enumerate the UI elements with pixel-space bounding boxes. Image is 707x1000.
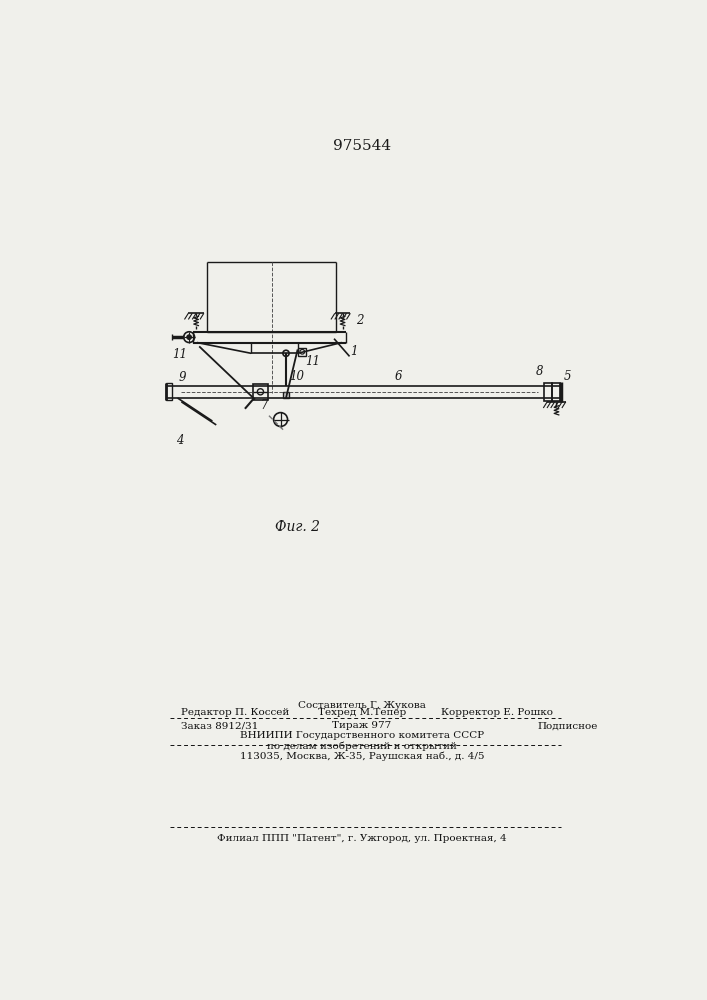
Text: ВНИИПИ Государственного комитета СССР: ВНИИПИ Государственного комитета СССР (240, 731, 484, 740)
Text: Заказ 8912/31: Заказ 8912/31 (182, 721, 259, 730)
Text: 11: 11 (173, 348, 187, 361)
Text: 975544: 975544 (333, 139, 391, 153)
Text: Редактор П. Коссей: Редактор П. Коссей (182, 708, 290, 717)
Bar (283, 392, 289, 398)
Bar (252, 384, 268, 400)
Bar (298, 348, 306, 356)
Text: 11: 11 (305, 355, 321, 368)
Text: 113035, Москва, Ж-35, Раушская наб., д. 4/5: 113035, Москва, Ж-35, Раушская наб., д. … (240, 751, 484, 761)
Text: Составитель Г. Жукова: Составитель Г. Жукова (298, 701, 426, 710)
Text: 10: 10 (289, 370, 304, 383)
Text: 6: 6 (395, 370, 402, 383)
Text: 8: 8 (536, 365, 543, 378)
Text: Техред М.Тепер: Техред М.Тепер (318, 708, 406, 717)
Text: Корректор Е. Рошко: Корректор Е. Рошко (441, 708, 554, 717)
Bar (166, 383, 172, 400)
Circle shape (187, 335, 192, 339)
Bar (544, 383, 552, 401)
Text: по делам изобретений и открытий: по делам изобретений и открытий (267, 741, 457, 751)
Text: 9: 9 (178, 371, 186, 384)
Bar (552, 383, 561, 401)
Text: 2: 2 (356, 314, 363, 327)
Text: 7: 7 (261, 399, 268, 412)
Text: Подписное: Подписное (538, 721, 598, 730)
Text: 1: 1 (350, 345, 357, 358)
Text: Филиал ППП "Патент", г. Ужгород, ул. Проектная, 4: Филиал ППП "Патент", г. Ужгород, ул. Про… (217, 834, 507, 843)
Text: 4: 4 (176, 434, 184, 447)
Text: 5: 5 (563, 370, 571, 383)
Text: Фиг. 2: Фиг. 2 (275, 520, 320, 534)
Text: Тираж 977: Тираж 977 (332, 721, 392, 730)
